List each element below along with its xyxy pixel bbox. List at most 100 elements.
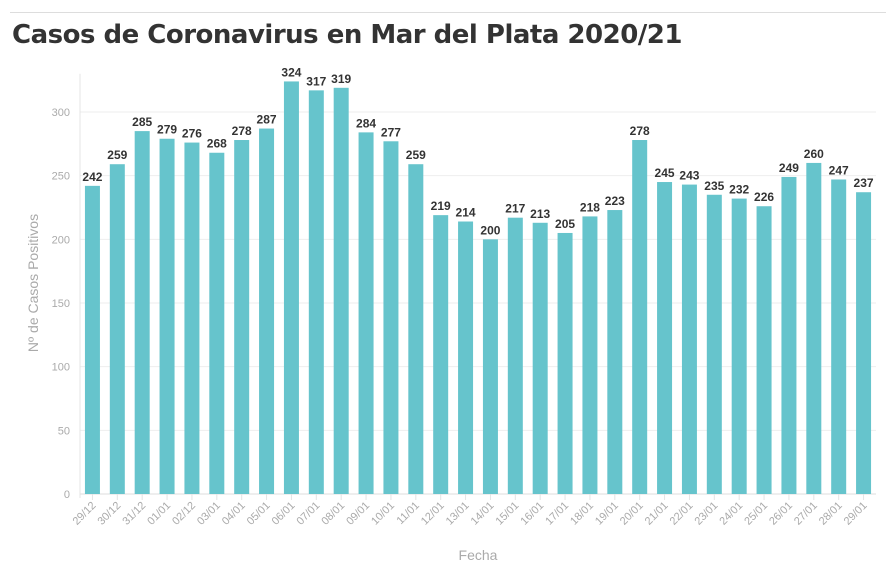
x-tick-label: 11/01 bbox=[395, 500, 422, 527]
bar bbox=[582, 216, 598, 494]
x-tick-label: 16/01 bbox=[518, 500, 546, 528]
y-tick-label: 200 bbox=[52, 234, 70, 246]
bar bbox=[856, 192, 872, 494]
data-label: 217 bbox=[505, 202, 525, 216]
data-label: 249 bbox=[779, 161, 799, 175]
x-tick-label: 18/01 bbox=[568, 500, 596, 528]
data-label: 226 bbox=[754, 190, 774, 204]
x-tick-label: 29/01 bbox=[842, 500, 870, 528]
x-tick-label: 09/01 bbox=[344, 500, 372, 528]
data-label: 276 bbox=[182, 127, 202, 141]
data-label: 214 bbox=[456, 206, 476, 220]
x-tick-label: 20/01 bbox=[618, 500, 646, 528]
bar bbox=[756, 206, 772, 494]
bar bbox=[607, 210, 623, 494]
x-tick-label: 01/01 bbox=[145, 500, 173, 528]
bar bbox=[134, 131, 150, 494]
data-label: 284 bbox=[356, 116, 376, 130]
data-label: 259 bbox=[107, 148, 127, 162]
x-tick-label: 06/01 bbox=[270, 500, 298, 528]
x-tick-label: 14/01 bbox=[469, 500, 497, 528]
x-tick-label: 28/01 bbox=[817, 500, 845, 528]
x-tick-label: 13/01 bbox=[444, 500, 472, 528]
bar bbox=[657, 182, 673, 495]
bar bbox=[358, 132, 374, 494]
data-label: 245 bbox=[655, 166, 675, 180]
bar bbox=[333, 87, 349, 494]
data-label: 319 bbox=[331, 72, 351, 86]
x-tick-label: 15/01 bbox=[493, 500, 521, 528]
data-label: 285 bbox=[132, 115, 152, 129]
x-tick-label: 31/12 bbox=[120, 500, 148, 528]
data-label: 205 bbox=[555, 217, 575, 231]
data-label: 324 bbox=[281, 65, 301, 79]
x-tick-label: 07/01 bbox=[294, 500, 322, 528]
bar bbox=[209, 152, 225, 494]
x-tick-label: 19/01 bbox=[593, 500, 621, 528]
x-tick-label: 23/01 bbox=[692, 500, 720, 528]
x-tick-label: 10/01 bbox=[369, 500, 397, 528]
x-tick-label: 22/01 bbox=[668, 500, 696, 528]
data-label: 287 bbox=[257, 113, 277, 127]
data-label: 223 bbox=[605, 194, 625, 208]
y-tick-label: 100 bbox=[52, 362, 70, 374]
data-label: 278 bbox=[630, 124, 650, 138]
bar bbox=[159, 138, 175, 495]
top-divider bbox=[10, 12, 886, 13]
bar bbox=[84, 185, 100, 494]
bar bbox=[482, 239, 498, 494]
data-label: 278 bbox=[232, 124, 252, 138]
x-tick-label: 05/01 bbox=[245, 500, 273, 528]
bar bbox=[831, 179, 847, 494]
data-label: 277 bbox=[381, 125, 401, 139]
bar bbox=[234, 140, 250, 494]
data-label: 242 bbox=[82, 170, 102, 184]
data-label: 247 bbox=[829, 163, 849, 177]
data-label: 200 bbox=[480, 223, 500, 237]
bar bbox=[681, 184, 697, 494]
bar bbox=[408, 164, 424, 494]
bar bbox=[557, 232, 573, 494]
bar bbox=[433, 215, 449, 494]
y-tick-label: 50 bbox=[58, 425, 70, 437]
x-tick-label: 26/01 bbox=[767, 500, 795, 528]
x-tick-label: 02/12 bbox=[170, 500, 198, 528]
data-label: 317 bbox=[306, 74, 326, 88]
data-label: 279 bbox=[157, 123, 177, 137]
data-label: 218 bbox=[580, 200, 600, 214]
x-tick-label: 03/01 bbox=[195, 500, 223, 528]
x-tick-label: 27/01 bbox=[792, 500, 820, 528]
y-axis-title: Nº de Casos Positivos bbox=[25, 214, 41, 352]
bar bbox=[731, 198, 747, 494]
bar bbox=[806, 162, 822, 494]
x-tick-label: 08/01 bbox=[319, 500, 347, 528]
x-tick-label: 29/12 bbox=[71, 500, 99, 528]
x-tick-label: 25/01 bbox=[742, 500, 770, 528]
x-axis-title: Fecha bbox=[459, 547, 498, 563]
bar bbox=[706, 194, 722, 494]
data-label: 232 bbox=[729, 183, 749, 197]
bar bbox=[283, 81, 299, 494]
x-tick-label: 24/01 bbox=[717, 500, 745, 528]
chart-title: Casos de Coronavirus en Mar del Plata 20… bbox=[12, 20, 682, 50]
y-tick-label: 0 bbox=[64, 489, 70, 501]
y-tick-label: 150 bbox=[52, 298, 70, 310]
x-tick-label: 17/01 bbox=[543, 500, 571, 528]
x-tick-label: 12/01 bbox=[419, 500, 447, 528]
data-label: 243 bbox=[679, 169, 699, 183]
bar bbox=[532, 222, 548, 494]
y-tick-label: 250 bbox=[52, 171, 70, 183]
bar bbox=[632, 140, 648, 494]
y-tick-label: 300 bbox=[52, 107, 70, 119]
bar bbox=[507, 217, 523, 495]
data-label: 260 bbox=[804, 147, 824, 161]
bar bbox=[383, 141, 399, 494]
x-tick-label: 30/12 bbox=[95, 500, 123, 528]
x-tick-label: 04/01 bbox=[220, 500, 248, 528]
data-label: 268 bbox=[207, 137, 227, 151]
data-label: 259 bbox=[406, 148, 426, 162]
bar bbox=[184, 142, 200, 494]
data-label: 213 bbox=[530, 207, 550, 221]
data-label: 219 bbox=[431, 199, 451, 213]
